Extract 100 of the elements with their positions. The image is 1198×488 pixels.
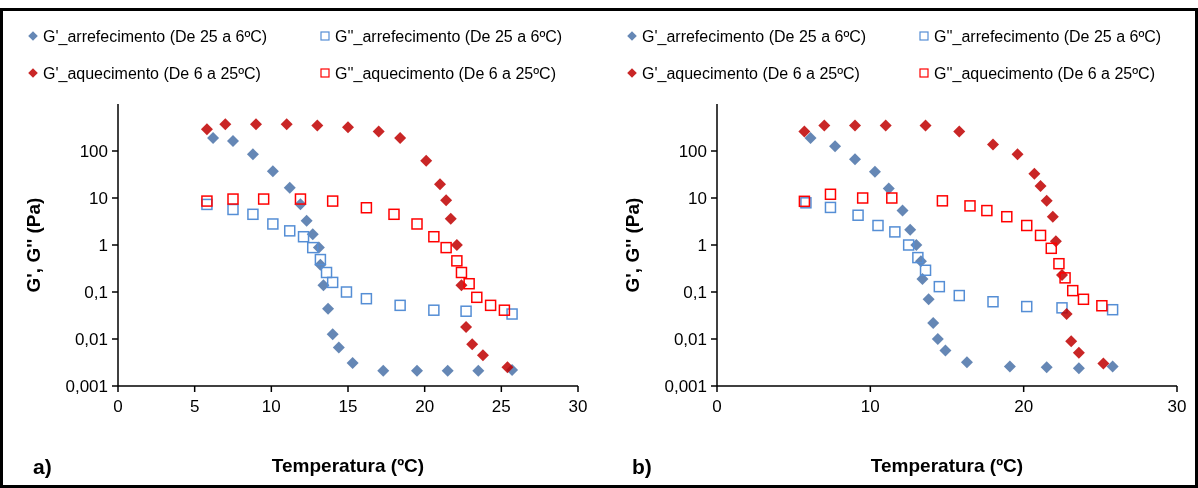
x-axis-title: Temperatura (ºC)	[870, 455, 1024, 476]
point	[1034, 229, 1047, 242]
point	[394, 131, 407, 144]
point	[207, 131, 220, 144]
point	[1001, 210, 1013, 223]
point	[931, 333, 944, 345]
point	[201, 195, 213, 207]
x-tick-label: 25	[491, 397, 511, 416]
point	[804, 131, 817, 144]
point	[953, 125, 966, 138]
point	[444, 212, 457, 225]
point	[818, 119, 831, 132]
point	[1045, 242, 1058, 255]
point	[450, 239, 463, 251]
point	[936, 195, 949, 207]
point	[455, 266, 468, 279]
point	[501, 361, 514, 374]
x-tick-label: 0	[113, 397, 123, 416]
x-tick-label: 10	[860, 397, 880, 416]
point	[1046, 210, 1059, 223]
point	[1066, 284, 1079, 297]
point	[306, 228, 319, 241]
point	[1106, 303, 1119, 316]
point	[463, 277, 475, 290]
point	[451, 255, 463, 267]
point	[1096, 299, 1108, 312]
y-tick-label: 10	[688, 189, 707, 208]
point	[987, 138, 999, 151]
point	[306, 241, 319, 254]
point	[266, 165, 279, 178]
point	[868, 165, 881, 178]
point	[283, 181, 296, 194]
point	[227, 193, 239, 205]
x-tick-label: 15	[338, 397, 358, 416]
point	[879, 119, 892, 132]
point	[411, 218, 423, 230]
legend-label: G'_arrefecimento (De 25 a 6ºC)	[43, 28, 268, 46]
point	[856, 192, 869, 204]
legend-label: G''_arrefecimento (De 25 a 6ºC)	[335, 28, 563, 46]
point	[332, 341, 345, 354]
point	[250, 118, 262, 131]
point	[939, 344, 952, 357]
text: b)	[632, 455, 652, 478]
legend-label: G'_aquecimento (De 6 a 25ºC)	[642, 65, 860, 83]
point	[829, 140, 842, 153]
point	[471, 291, 483, 304]
point	[472, 364, 485, 377]
x-tick-label: 20	[1014, 397, 1034, 416]
point	[326, 328, 339, 341]
point	[919, 119, 932, 132]
point	[896, 204, 909, 217]
point	[342, 121, 354, 134]
point	[1060, 308, 1073, 321]
point	[317, 279, 330, 292]
point	[872, 219, 884, 232]
point	[919, 264, 932, 277]
point	[981, 204, 993, 217]
point	[953, 289, 966, 302]
y-axis-title: G', G'' (Pa)	[622, 197, 643, 293]
point	[428, 304, 440, 316]
point	[311, 119, 324, 132]
point	[1072, 346, 1085, 359]
legend-label: G''_aquecimento (De 6 a 25ºC)	[335, 65, 556, 83]
point	[297, 230, 310, 243]
point	[1040, 194, 1053, 207]
x-tick-label: 5	[189, 397, 200, 416]
point	[798, 125, 811, 138]
point	[267, 218, 279, 230]
point	[960, 356, 973, 369]
point	[320, 266, 333, 279]
point	[247, 208, 259, 221]
x-tick-label: 20	[415, 397, 435, 416]
legend-label: G'_arrefecimento (De 25 a 6ºC)	[642, 28, 867, 46]
y-tick-label: 0,01	[673, 330, 707, 349]
point	[280, 118, 293, 131]
point	[824, 188, 837, 201]
x-tick-label: 10	[261, 397, 281, 416]
point	[420, 154, 433, 167]
point	[360, 292, 373, 305]
point	[360, 202, 373, 214]
point	[428, 230, 440, 243]
point	[372, 125, 385, 138]
point	[1106, 360, 1119, 373]
point	[246, 148, 259, 161]
point	[326, 276, 339, 289]
point	[1040, 361, 1053, 374]
point	[394, 299, 406, 312]
point	[933, 280, 946, 293]
x-tick-label: 30	[1167, 397, 1187, 416]
y-tick-label: 0,1	[84, 283, 108, 302]
point	[922, 293, 935, 306]
text: a)	[33, 455, 52, 478]
legend-label: G''_arrefecimento (De 25 a 6ºC)	[934, 28, 1162, 46]
point	[466, 338, 479, 351]
point	[987, 296, 999, 308]
point	[460, 305, 472, 317]
point	[1053, 257, 1065, 270]
x-tick-label: 30	[568, 397, 588, 416]
point	[964, 200, 976, 212]
point	[322, 302, 335, 315]
